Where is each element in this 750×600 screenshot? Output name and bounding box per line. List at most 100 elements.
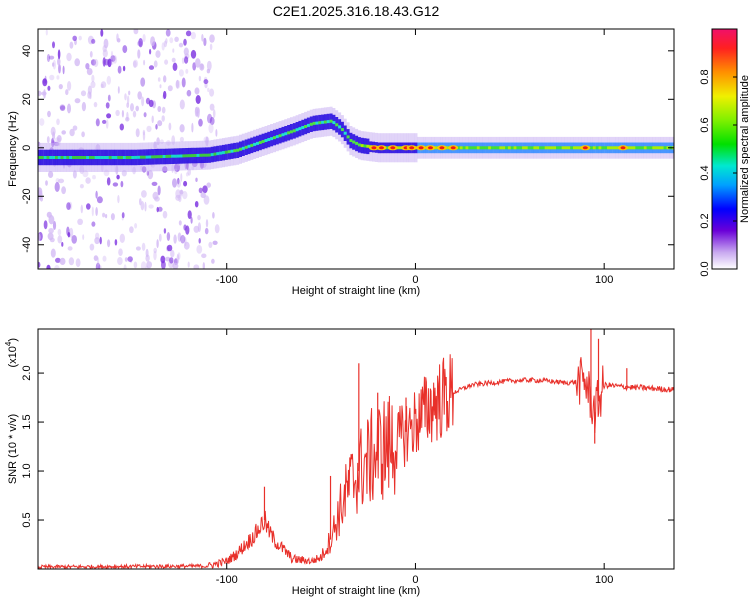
ridge-core: [156, 155, 160, 159]
noise-blob: [115, 109, 120, 117]
noise-blob: [93, 58, 99, 68]
ridge-core: [590, 146, 593, 150]
noise-blob: [140, 261, 147, 269]
noise-blob: [165, 38, 168, 44]
noise-blob: [175, 189, 181, 199]
noise-blob: [157, 77, 161, 82]
noise-blob: [173, 234, 177, 244]
noise-blob: [102, 119, 107, 124]
noise-blob: [179, 99, 185, 110]
ridge-core: [49, 156, 53, 159]
ridge-core: [570, 146, 574, 150]
noise-blob: [195, 58, 201, 68]
noise-blob: [55, 137, 60, 142]
ridge-core: [190, 154, 194, 158]
noise-blob: [117, 257, 123, 265]
noise-blob: [177, 232, 182, 242]
hot-spot-core: [428, 146, 433, 150]
noise-blob: [195, 95, 201, 104]
noise-blob: [38, 90, 42, 97]
noise-blob: [191, 122, 194, 133]
noise-blob: [133, 60, 137, 68]
noise-blob: [79, 184, 84, 189]
ridge-core: [176, 154, 180, 158]
noise-blob: [90, 59, 97, 66]
ridge-core: [355, 141, 359, 145]
ridge-core: [315, 121, 319, 125]
noise-blob: [106, 177, 111, 186]
ridge-core: [323, 120, 327, 124]
noise-blob: [149, 48, 152, 55]
noise-blob: [65, 89, 69, 96]
noise-blob: [52, 131, 56, 141]
noise-blob: [203, 195, 210, 205]
noise-blob: [100, 81, 107, 89]
ridge-core: [151, 155, 155, 159]
noise-blob: [145, 254, 150, 262]
ridge-core: [105, 156, 109, 159]
noise-blob: [92, 175, 96, 180]
noise-blob: [103, 38, 109, 49]
noise-blob: [130, 103, 134, 112]
noise-blob: [82, 234, 85, 241]
noise-blob: [72, 35, 77, 41]
noise-blob: [93, 255, 99, 261]
spectrogram-y-ticks: -40 -20 0 20 40: [21, 45, 674, 253]
noise-blob: [105, 102, 110, 109]
noise-blob: [95, 232, 100, 240]
noise-blob: [156, 239, 159, 249]
noise-blob: [176, 253, 180, 264]
ridge-core: [301, 126, 305, 129]
ridge-core: [159, 155, 163, 159]
noise-blob: [203, 37, 207, 47]
ridge-core: [598, 146, 602, 150]
noise-blob: [153, 250, 157, 261]
ridge-core: [298, 127, 302, 131]
noise-blob: [142, 131, 146, 141]
noise-blob: [167, 85, 173, 92]
ridge-core: [213, 152, 217, 156]
ridge-core: [69, 156, 73, 159]
noise-blob: [95, 207, 98, 216]
noise-blob: [209, 43, 213, 51]
noise-blob: [196, 245, 203, 254]
noise-blob: [205, 219, 209, 228]
noise-blob: [185, 30, 192, 37]
ridge-core: [287, 131, 291, 135]
ridge-core: [168, 154, 172, 158]
noise-blob: [54, 265, 60, 269]
ridge-core: [641, 146, 644, 150]
hot-spot-core: [409, 146, 415, 150]
noise-blob: [181, 77, 186, 88]
snr-x-label: Height of straight line (km): [292, 585, 420, 597]
colorbar-gradient: [711, 28, 738, 270]
noise-blob: [184, 56, 189, 64]
noise-blob: [215, 129, 218, 137]
noise-blob: [178, 69, 184, 77]
noise-blob: [141, 190, 147, 198]
snr-y-ticks: 0.5 1.0 1.5 2.0: [21, 365, 674, 528]
noise-blob: [137, 49, 141, 59]
noise-blob: [72, 170, 77, 179]
noise-blob: [91, 221, 96, 227]
ridge-core: [74, 156, 78, 159]
noise-blob: [151, 115, 154, 124]
spectrogram-panel: -100 0 100 -40 -20 0 20 40 Height of straight …: [7, 28, 750, 297]
ridge-core: [471, 146, 475, 150]
noise-blob: [57, 228, 62, 236]
ridge-core: [604, 146, 608, 150]
ridge-core: [462, 146, 466, 150]
noise-blob: [122, 45, 128, 54]
noise-blob: [75, 258, 81, 268]
noise-blob: [133, 29, 139, 35]
noise-blob: [143, 112, 147, 118]
ridge-core: [530, 146, 534, 150]
noise-blob: [67, 81, 72, 91]
noise-blob: [186, 89, 192, 97]
ridge-core: [94, 156, 98, 159]
colorbar: 0.0 0.2 0.4 0.6 0.8 Normalized spectral ampl…: [699, 28, 750, 277]
hot-spot-core: [450, 146, 456, 150]
noise-blob: [114, 239, 118, 246]
noise-blob: [113, 55, 117, 64]
